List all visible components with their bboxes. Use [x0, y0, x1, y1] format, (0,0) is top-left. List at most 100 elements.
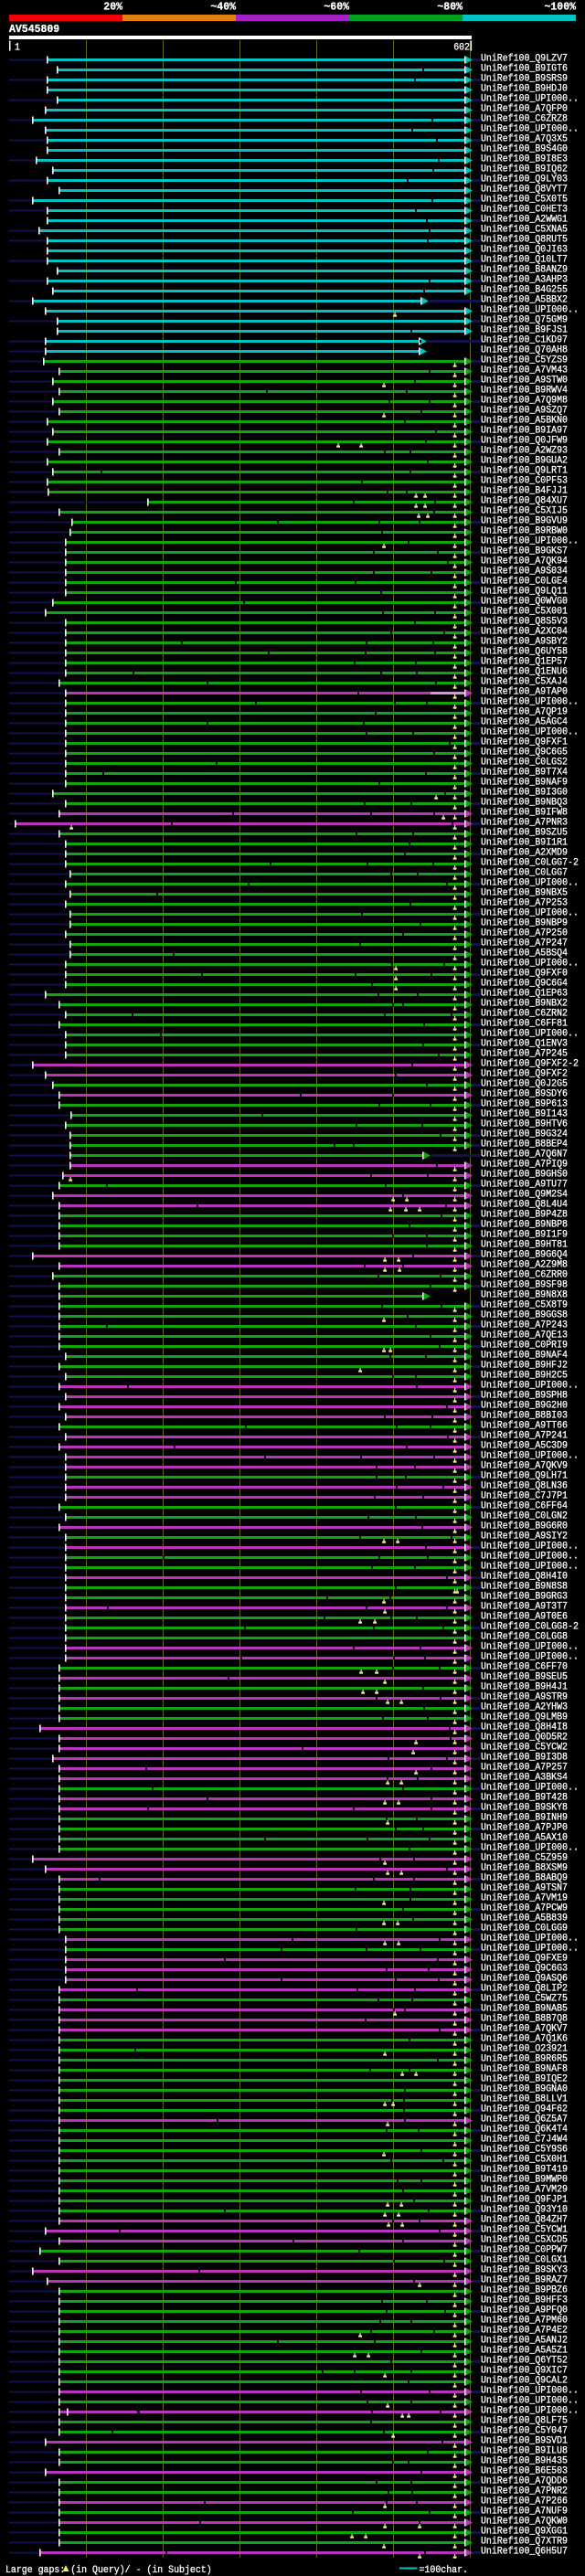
svg-text:UniRef100_Q9ASQ6: UniRef100_Q9ASQ6: [481, 1973, 568, 1984]
svg-text:UniRef100_A7PCW9: UniRef100_A7PCW9: [481, 1903, 568, 1913]
svg-text:UniRef100_C0LGN2: UniRef100_C0LGN2: [481, 1511, 568, 1521]
svg-text:UniRef100_A7P253: UniRef100_A7P253: [481, 897, 568, 908]
svg-text:UniRef100_B9I8E3: UniRef100_B9I8E3: [481, 154, 568, 164]
svg-text:UniRef100_Q9FXF1: UniRef100_Q9FXF1: [481, 737, 568, 747]
svg-text:UniRef100_UPI000..: UniRef100_UPI000..: [481, 726, 579, 737]
svg-text:UniRef100_B9SKY8: UniRef100_B9SKY8: [481, 1802, 568, 1813]
svg-text:UniRef100_Q8H4I8: UniRef100_Q8H4I8: [481, 1722, 568, 1733]
svg-text:UniRef100_B8ANZ9: UniRef100_B8ANZ9: [481, 264, 568, 275]
svg-text:~40%: ~40%: [210, 2, 236, 14]
svg-text:UniRef100_A5AGC4: UniRef100_A5AGC4: [481, 716, 568, 727]
svg-text:~100%: ~100%: [545, 2, 577, 14]
svg-text:UniRef100_UPI000..: UniRef100_UPI000..: [481, 1541, 579, 1552]
svg-text:UniRef100_C5Y9S6: UniRef100_C5Y9S6: [481, 2144, 568, 2155]
svg-text:UniRef100_C6ZRZ8: UniRef100_C6ZRZ8: [481, 113, 568, 124]
svg-text:UniRef100_Q8LN36: UniRef100_Q8LN36: [481, 1480, 568, 1491]
svg-text:UniRef100_A7VM43: UniRef100_A7VM43: [481, 365, 568, 376]
svg-text:UniRef100_Q9LMB9: UniRef100_Q9LMB9: [481, 1712, 568, 1723]
svg-text:UniRef100_C5XIJ5: UniRef100_C5XIJ5: [481, 505, 568, 516]
svg-text:UniRef100_A9TU77: UniRef100_A9TU77: [481, 1179, 568, 1190]
svg-text:UniRef100_B8LLV1: UniRef100_B8LLV1: [481, 2094, 568, 2104]
svg-text:UniRef100_C5X0T5: UniRef100_C5X0T5: [481, 194, 568, 205]
svg-text:UniRef100_UPI000..: UniRef100_UPI000..: [481, 907, 579, 918]
svg-text:UniRef100_C7J7P1: UniRef100_C7J7P1: [481, 1490, 568, 1501]
svg-text:UniRef100_A7QKW0: UniRef100_A7QKW0: [481, 2516, 568, 2527]
svg-text:(in Query)/: (in Query)/: [70, 2565, 130, 2576]
svg-text:UniRef100_A7P243: UniRef100_A7P243: [481, 1320, 568, 1330]
svg-text:UniRef100_B8BI03: UniRef100_B8BI03: [481, 1410, 568, 1421]
svg-text:UniRef100_B9SEU5: UniRef100_B9SEU5: [481, 1671, 568, 1682]
svg-text:UniRef100_A2WZ93: UniRef100_A2WZ93: [481, 445, 568, 456]
svg-text:UniRef100_C0LGG8-2: UniRef100_C0LGG8-2: [481, 1621, 579, 1632]
svg-text:UniRef100_UPI000..: UniRef100_UPI000..: [481, 2395, 579, 2406]
svg-text:UniRef100_B9FJS1: UniRef100_B9FJS1: [481, 324, 568, 335]
svg-text:UniRef100_A7QFP0: UniRef100_A7QFP0: [481, 103, 568, 114]
svg-text:UniRef100_UPI000..: UniRef100_UPI000..: [481, 1651, 579, 1662]
svg-text:UniRef100_Q8H4I0: UniRef100_Q8H4I0: [481, 1571, 568, 1582]
svg-text:UniRef100_B8BEP4: UniRef100_B8BEP4: [481, 1139, 568, 1150]
svg-text:UniRef100_B9NAF4: UniRef100_B9NAF4: [481, 1350, 568, 1361]
svg-text:UniRef100_O23921: UniRef100_O23921: [481, 2043, 568, 2054]
svg-text:UniRef100_B9SRS9: UniRef100_B9SRS9: [481, 73, 568, 84]
svg-text:UniRef100_B9GKS7: UniRef100_B9GKS7: [481, 546, 568, 557]
svg-text:UniRef100_UPI000..: UniRef100_UPI000..: [481, 1551, 579, 1562]
svg-text:UniRef100_A7PJP0: UniRef100_A7PJP0: [481, 1822, 568, 1833]
svg-text:UniRef100_B9NAF8: UniRef100_B9NAF8: [481, 2063, 568, 2074]
svg-text:UniRef100_Q1EP57: UniRef100_Q1EP57: [481, 656, 568, 667]
svg-text:UniRef100_B9IA97: UniRef100_B9IA97: [481, 425, 568, 436]
svg-text:UniRef100_Q75GM9: UniRef100_Q75GM9: [481, 314, 568, 325]
svg-text:UniRef100_B9INH9: UniRef100_B9INH9: [481, 1812, 568, 1823]
svg-text:UniRef100_B9N8X8: UniRef100_B9N8X8: [481, 1289, 568, 1300]
svg-text:UniRef100_A7PIQ9: UniRef100_A7PIQ9: [481, 1159, 568, 1170]
svg-text:UniRef100_C5X001: UniRef100_C5X001: [481, 606, 568, 617]
svg-text:UniRef100_B4FJJ1: UniRef100_B4FJJ1: [481, 485, 568, 496]
svg-text:~60%: ~60%: [324, 2, 349, 14]
svg-text:UniRef100_UPI000..: UniRef100_UPI000..: [481, 93, 579, 104]
svg-text:UniRef100_Q0D5R2: UniRef100_Q0D5R2: [481, 1732, 568, 1743]
svg-text:UniRef100_Q70AH8: UniRef100_Q70AH8: [481, 345, 568, 355]
svg-text:UniRef100_B9T7X4: UniRef100_B9T7X4: [481, 767, 568, 778]
svg-text:UniRef100_A9T0E6: UniRef100_A9T0E6: [481, 1611, 568, 1622]
svg-text:UniRef100_C0LGE4: UniRef100_C0LGE4: [481, 576, 568, 587]
svg-text:UniRef100_Q1ENV3: UniRef100_Q1ENV3: [481, 1038, 568, 1049]
svg-text:UniRef100_Q7XTR9: UniRef100_Q7XTR9: [481, 2536, 568, 2547]
svg-text:UniRef100_Q94F62: UniRef100_Q94F62: [481, 2104, 568, 2115]
svg-text:UniRef100_B9RBW0: UniRef100_B9RBW0: [481, 525, 568, 536]
svg-text:UniRef100_B9RWV4: UniRef100_B9RWV4: [481, 385, 568, 396]
svg-text:UniRef100_Q84XU7: UniRef100_Q84XU7: [481, 495, 568, 506]
svg-text:UniRef100_A7VM19: UniRef100_A7VM19: [481, 1892, 568, 1903]
svg-text:UniRef100_C5X8T9: UniRef100_C5X8T9: [481, 1299, 568, 1310]
svg-text:UniRef100_C0LGG7: UniRef100_C0LGG7: [481, 867, 568, 878]
svg-text:UniRef100_UPI000..: UniRef100_UPI000..: [481, 696, 579, 707]
svg-text:UniRef100_A9TSN7: UniRef100_A9TSN7: [481, 1882, 568, 1893]
svg-text:UniRef100_B9GGS8: UniRef100_B9GGS8: [481, 1309, 568, 1320]
svg-text:602: 602: [453, 43, 470, 54]
svg-text:UniRef100_Q1EP63: UniRef100_Q1EP63: [481, 988, 568, 999]
svg-text:UniRef100_B9N8S8: UniRef100_B9N8S8: [481, 1581, 568, 1592]
svg-text:UniRef100_Q9LH71: UniRef100_Q9LH71: [481, 1470, 568, 1481]
svg-text:(in Subject): (in Subject): [146, 2565, 211, 2576]
svg-text:UniRef100_A7P250: UniRef100_A7P250: [481, 928, 568, 938]
svg-text:UniRef100_B9GHS0: UniRef100_B9GHS0: [481, 1169, 568, 1180]
svg-text:UniRef100_Q0JI63: UniRef100_Q0JI63: [481, 244, 568, 255]
svg-text:UniRef100_B9G324: UniRef100_B9G324: [481, 1129, 568, 1140]
svg-text:AV545809: AV545809: [9, 24, 59, 36]
svg-text:UniRef100_B9R6R5: UniRef100_B9R6R5: [481, 2053, 568, 2064]
svg-text:UniRef100_Q9XGG1: UniRef100_Q9XGG1: [481, 2526, 568, 2537]
svg-text:UniRef100_B9I143: UniRef100_B9I143: [481, 1108, 568, 1119]
svg-text:UniRef100_B9GUA2: UniRef100_B9GUA2: [481, 455, 568, 466]
svg-text:UniRef100_Q9C6G5: UniRef100_Q9C6G5: [481, 747, 568, 758]
svg-text:UniRef100_A9STR9: UniRef100_A9STR9: [481, 1691, 568, 1702]
svg-text:20%: 20%: [103, 2, 122, 14]
svg-text:UniRef100_C0LGS2: UniRef100_C0LGS2: [481, 757, 568, 768]
svg-text:UniRef100_UPI000..: UniRef100_UPI000..: [481, 1450, 579, 1461]
svg-text:UniRef100_B9G6Q4: UniRef100_B9G6Q4: [481, 1249, 568, 1260]
svg-text:UniRef100_A5A5Z1: UniRef100_A5A5Z1: [481, 2345, 568, 2356]
svg-text:UniRef100_Q0WVG0: UniRef100_Q0WVG0: [481, 596, 568, 607]
svg-text:UniRef100_B9IGT6: UniRef100_B9IGT6: [481, 63, 568, 74]
svg-text:UniRef100_UPI000..: UniRef100_UPI000..: [481, 1561, 579, 1572]
svg-text:~80%: ~80%: [437, 2, 463, 14]
svg-text:UniRef100_B9HT81: UniRef100_B9HT81: [481, 1239, 568, 1250]
svg-text:UniRef100_B8ABQ9: UniRef100_B8ABQ9: [481, 1872, 568, 1883]
svg-text:UniRef100_UPI000..: UniRef100_UPI000..: [481, 1641, 579, 1652]
